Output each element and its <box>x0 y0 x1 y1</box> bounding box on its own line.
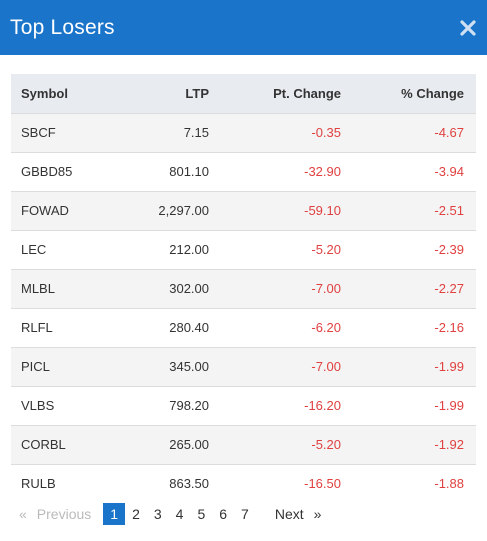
close-icon[interactable] <box>459 19 477 37</box>
previous-label: Previous <box>36 506 92 522</box>
page-button-6[interactable]: 6 <box>219 506 228 522</box>
page-button-3[interactable]: 3 <box>153 506 162 522</box>
cell-pct-change: -4.67 <box>434 125 464 140</box>
cell-ltp: 798.20 <box>169 398 209 413</box>
page-button-1[interactable]: 1 <box>103 503 126 525</box>
table-row[interactable]: RLFL 280.40 -6.20 -2.16 <box>11 308 476 347</box>
previous-page-button[interactable]: « Previous <box>11 503 98 525</box>
table-row[interactable]: LEC 212.00 -5.20 -2.39 <box>11 230 476 269</box>
cell-symbol: RLFL <box>21 320 53 335</box>
table-row[interactable]: VLBS 798.20 -16.20 -1.99 <box>11 386 476 425</box>
cell-symbol: FOWAD <box>21 203 69 218</box>
page-button-7[interactable]: 7 <box>241 506 249 522</box>
modal-header: Top Losers <box>0 0 487 55</box>
cell-ltp: 345.00 <box>169 359 209 374</box>
cell-pt-change: -5.20 <box>311 437 341 452</box>
losers-table-container: Symbol LTP Pt. Change % Change SBCF 7.15 -… <box>11 74 476 503</box>
table-header-row: Symbol LTP Pt. Change % Change <box>11 74 476 113</box>
cell-ltp: 2,297.00 <box>158 203 209 218</box>
column-header-symbol[interactable]: Symbol <box>21 85 68 101</box>
cell-ltp: 7.15 <box>183 125 209 140</box>
cell-pt-change: -5.20 <box>311 242 341 257</box>
cell-pct-change: -3.94 <box>434 164 464 179</box>
cell-symbol: PICL <box>21 359 50 374</box>
next-label: Next <box>274 506 304 522</box>
cell-ltp: 801.10 <box>169 164 209 179</box>
cell-ltp: 280.40 <box>169 320 209 335</box>
cell-pt-change: -0.35 <box>311 125 341 140</box>
losers-table: Symbol LTP Pt. Change % Change SBCF 7.15 -… <box>11 74 476 503</box>
table-row[interactable]: CORBL 265.00 -5.20 -1.92 <box>11 425 476 464</box>
cell-symbol: SBCF <box>21 125 56 140</box>
cell-symbol: VLBS <box>21 398 55 413</box>
cell-ltp: 212.00 <box>169 242 209 257</box>
next-page-button[interactable]: Next » <box>268 503 329 525</box>
cell-pct-change: -2.51 <box>434 203 464 218</box>
page-button-5[interactable]: 5 <box>197 506 206 522</box>
cell-pt-change: -32.90 <box>304 164 341 179</box>
cell-pct-change: -1.92 <box>434 437 464 452</box>
modal-title: Top Losers <box>10 15 115 39</box>
table-row[interactable]: FOWAD 2,297.00 -59.10 -2.51 <box>11 191 476 230</box>
double-chevron-right-icon: » <box>313 506 322 522</box>
page-button-2[interactable]: 2 <box>132 506 140 522</box>
double-chevron-left-icon: « <box>19 506 27 522</box>
table-row[interactable]: RULB 863.50 -16.50 -1.88 <box>11 464 476 503</box>
cell-pct-change: -1.99 <box>434 359 464 374</box>
cell-pct-change: -1.88 <box>434 476 464 492</box>
cell-pt-change: -7.00 <box>311 281 341 296</box>
cell-symbol: GBBD85 <box>21 164 73 179</box>
cell-pt-change: -16.20 <box>304 398 341 413</box>
cell-pct-change: -2.27 <box>434 281 464 296</box>
table-row[interactable]: PICL 345.00 -7.00 -1.99 <box>11 347 476 386</box>
column-header-pt-change[interactable]: Pt. Change <box>273 85 341 101</box>
cell-pct-change: -2.39 <box>434 242 464 257</box>
cell-symbol: CORBL <box>21 437 66 452</box>
cell-ltp: 302.00 <box>169 281 209 296</box>
table-row[interactable]: MLBL 302.00 -7.00 -2.27 <box>11 269 476 308</box>
cell-symbol: LEC <box>21 242 47 257</box>
column-header-ltp[interactable]: LTP <box>185 85 209 101</box>
table-row[interactable]: SBCF 7.15 -0.35 -4.67 <box>11 113 476 152</box>
column-header-pct-change[interactable]: % Change <box>401 85 464 101</box>
cell-symbol: RULB <box>21 476 56 492</box>
cell-pt-change: -16.50 <box>304 476 341 492</box>
cell-pt-change: -6.20 <box>311 320 341 335</box>
cell-pt-change: -59.10 <box>304 203 341 218</box>
table-row[interactable]: GBBD85 801.10 -32.90 -3.94 <box>11 152 476 191</box>
cell-pct-change: -2.16 <box>434 320 464 335</box>
cell-ltp: 863.50 <box>169 476 209 492</box>
cell-pct-change: -1.99 <box>434 398 464 413</box>
cell-symbol: MLBL <box>21 281 55 296</box>
page-button-4[interactable]: 4 <box>175 506 184 522</box>
cell-pt-change: -7.00 <box>311 359 341 374</box>
cell-ltp: 265.00 <box>169 437 209 452</box>
